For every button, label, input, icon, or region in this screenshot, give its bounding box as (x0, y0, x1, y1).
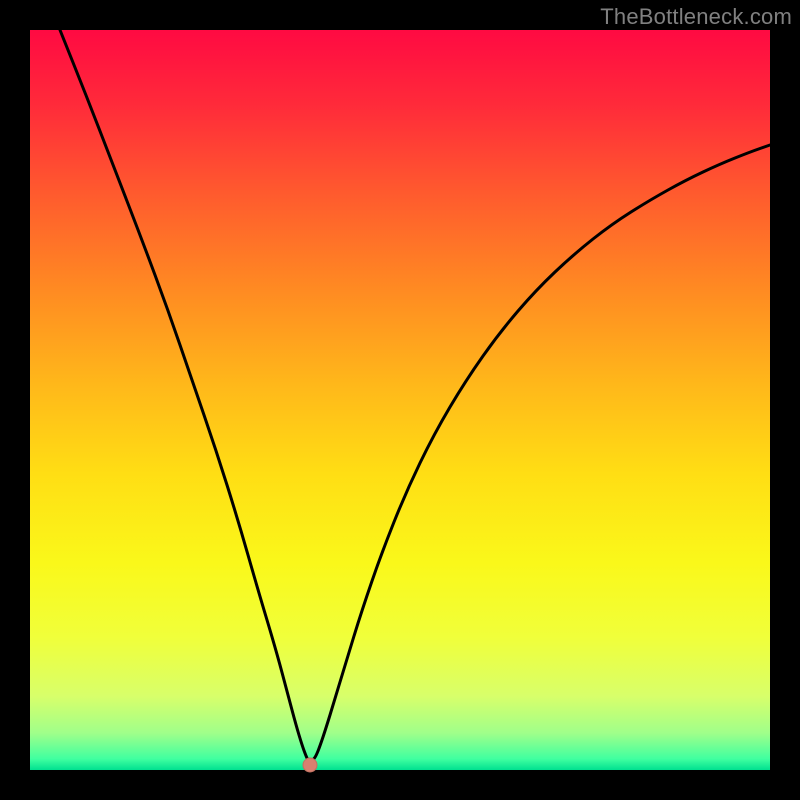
watermark-label: TheBottleneck.com (600, 4, 792, 30)
curve-svg (30, 30, 770, 770)
optimum-marker (303, 758, 317, 772)
plot-area (30, 30, 770, 770)
chart-container: TheBottleneck.com (0, 0, 800, 800)
v-curve (60, 30, 770, 762)
